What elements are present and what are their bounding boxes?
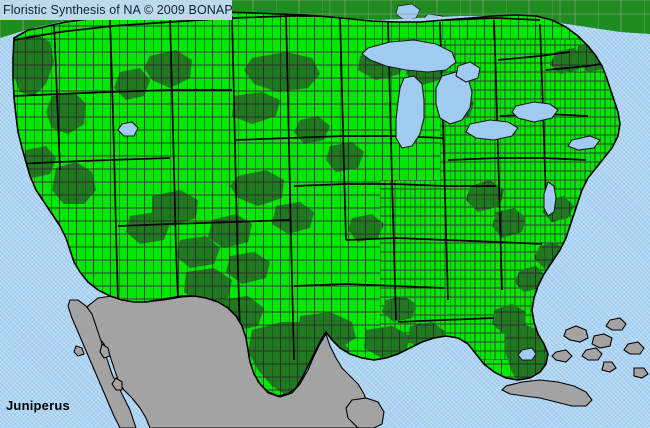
genus-name-label: Juniperus [6, 398, 70, 413]
map-title-text: Floristic Synthesis of NA © 2009 BONAP [3, 2, 233, 17]
great-lakes-water [117, 39, 601, 361]
dark-green-county-clusters [13, 34, 614, 396]
map-title-banner: Floristic Synthesis of NA © 2009 BONAP [0, 0, 233, 20]
outside-coverage-landmasses [67, 295, 649, 428]
us-coastline-outline [12, 11, 621, 397]
